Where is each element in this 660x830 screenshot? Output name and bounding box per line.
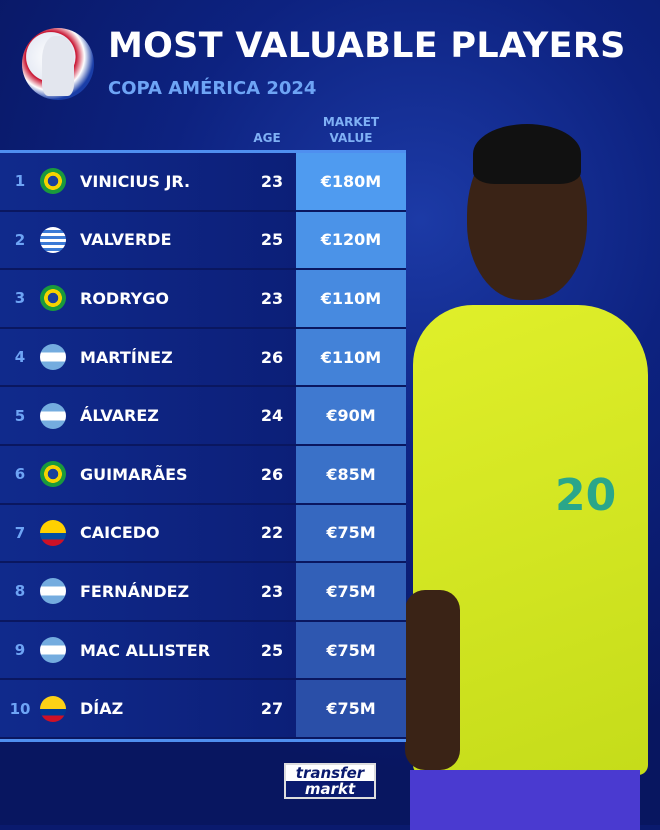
player-name: VINICIUS JR. [80,171,191,191]
player-name: MARTÍNEZ [80,347,173,367]
argentina-flag-icon [40,637,66,664]
table-row: 7 CAICEDO 22 €75M [0,504,406,564]
table-row: 2 VALVERDE 25 €120M [0,211,406,271]
brazil-flag-icon [40,168,66,195]
player-name: ÁLVAREZ [80,406,159,426]
brand-line1: transfer [295,764,365,782]
rank: 7 [14,523,26,542]
market-value: €180M [296,153,406,210]
shorts [410,770,640,830]
table-row: 4 MARTÍNEZ 26 €110M [0,328,406,388]
player-age: 22 [260,523,284,543]
argentina-flag-icon [40,578,66,605]
player-name: FERNÁNDEZ [80,581,190,601]
player-name: RODRYGO [80,288,169,308]
players-table: 1 VINICIUS JR. 23 €180M 2 VALVERDE 25 €1… [0,150,406,742]
player-age: 23 [260,171,284,191]
player-name: GUIMARÃES [80,464,188,484]
market-value: €90M [296,387,406,444]
transfermarkt-logo: transfer markt [284,763,376,799]
page-title: MOST VALUABLE PLAYERS [108,26,626,66]
age-header: AGE [253,131,281,145]
table-row: 6 GUIMARÃES 26 €85M [0,445,406,505]
brazil-flag-icon [40,461,66,488]
rank: 1 [14,172,26,191]
market-value: €110M [296,328,406,386]
uruguay-flag-icon [40,226,66,253]
market-value: €85M [296,445,406,503]
hair [473,124,581,184]
player-age: 26 [260,347,284,367]
argentina-flag-icon [40,402,66,429]
table-row: 1 VINICIUS JR. 23 €180M [0,153,406,212]
player-name: MAC ALLISTER [80,640,211,660]
rank: 4 [14,348,26,367]
ecuador-flag-icon [40,519,66,546]
market-value: €75M [296,621,406,679]
rank: 2 [14,230,26,249]
table-row: 3 RODRYGO 23 €110M [0,270,406,329]
player-photo: 20 [405,120,660,830]
table-row: 5 ÁLVAREZ 24 €90M [0,387,406,446]
table-row: 10 DÍAZ 27 €75M [0,680,406,739]
rank: 5 [14,406,26,425]
shirt-number: 20 [555,470,617,521]
header-line: MARKET [322,115,380,129]
player-age: 25 [260,230,284,250]
market-value: €75M [296,680,406,737]
brazil-flag-icon [40,285,66,312]
player-age: 25 [260,640,284,660]
brand-line2: markt [286,781,374,797]
rank: 9 [14,641,26,660]
player-name: DÍAZ [80,699,124,719]
table-row: 9 MAC ALLISTER 25 €75M [0,621,406,681]
rank: 3 [14,289,26,308]
colombia-flag-icon [40,695,66,722]
rank: 6 [14,465,26,484]
player-name: CAICEDO [80,523,160,543]
player-age: 23 [260,288,284,308]
market-value: €75M [296,504,406,562]
rank: 8 [14,582,26,601]
trophy-icon [42,36,74,96]
market-value-header: MARKET VALUE [296,114,406,146]
player-name: VALVERDE [80,230,172,250]
arm [405,590,460,770]
table-row: 8 FERNÁNDEZ 23 €75M [0,563,406,622]
argentina-flag-icon [40,344,66,371]
player-age: 23 [260,581,284,601]
player-age: 24 [260,406,284,426]
player-age: 26 [260,464,284,484]
rank: 10 [9,699,31,718]
header-line: VALUE [329,131,373,145]
player-age: 27 [260,699,284,719]
page-subtitle: COPA AMÉRICA 2024 [108,78,317,99]
market-value: €110M [296,270,406,327]
market-value: €120M [296,211,406,269]
market-value: €75M [296,563,406,620]
